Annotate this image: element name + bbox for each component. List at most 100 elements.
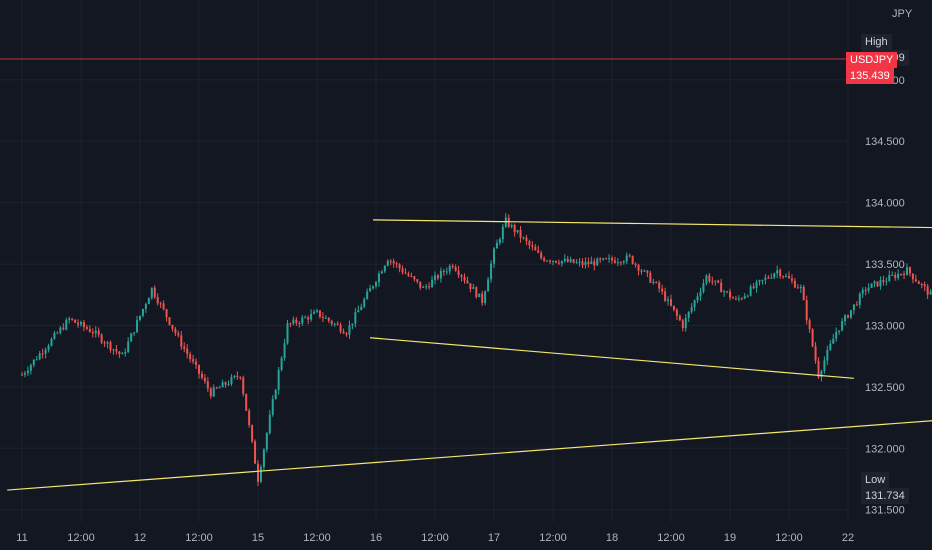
candle-body bbox=[428, 286, 431, 288]
candle-body bbox=[847, 315, 849, 318]
x-tick-label: 12:00 bbox=[539, 532, 567, 544]
time-axis[interactable]: 11 12:00 12 12:00 15 12:00 16 12:00 17 12:00 18 12:… bbox=[16, 532, 854, 544]
candle-body bbox=[434, 275, 436, 280]
candle-body bbox=[664, 291, 667, 301]
candle-body bbox=[525, 237, 528, 242]
candle-body bbox=[221, 382, 224, 388]
candle-body bbox=[563, 258, 566, 261]
candle-body bbox=[198, 364, 200, 374]
candle-body bbox=[475, 287, 478, 298]
candle-body bbox=[879, 280, 882, 287]
candle-body bbox=[366, 291, 369, 300]
candle-body bbox=[268, 414, 271, 434]
candle-body bbox=[897, 273, 900, 279]
candle-body bbox=[165, 309, 168, 318]
candle-body bbox=[581, 261, 584, 266]
plot-area bbox=[0, 0, 846, 522]
candle-body bbox=[442, 270, 445, 273]
trendline bbox=[7, 420, 932, 491]
candle-body bbox=[852, 304, 855, 311]
candle-body bbox=[513, 225, 516, 233]
candle-body bbox=[702, 283, 705, 292]
candle-body bbox=[785, 275, 788, 277]
candle-body bbox=[903, 273, 906, 276]
x-tick-label: 17 bbox=[488, 532, 500, 544]
y-tick-label: 133.500 bbox=[865, 259, 905, 271]
candle-body bbox=[295, 319, 298, 324]
candle-body bbox=[174, 328, 177, 334]
candle-body bbox=[383, 265, 386, 272]
candle-body bbox=[330, 320, 333, 324]
trendline bbox=[373, 219, 932, 229]
candle-body bbox=[38, 353, 41, 360]
candle-body bbox=[463, 276, 466, 281]
candle-body bbox=[118, 351, 121, 354]
candle-body bbox=[746, 295, 749, 297]
candle-body bbox=[554, 260, 557, 263]
candle-body bbox=[737, 298, 740, 300]
x-tick-label: 22 bbox=[842, 532, 854, 544]
candle-body bbox=[80, 322, 82, 325]
candle-body bbox=[705, 275, 708, 284]
candle-body bbox=[885, 281, 888, 283]
candle-body bbox=[625, 255, 628, 262]
candle-body bbox=[619, 262, 622, 264]
candle-body bbox=[670, 299, 672, 306]
candle-body bbox=[743, 296, 746, 299]
high-label: High bbox=[861, 34, 892, 50]
candle-body bbox=[177, 333, 180, 336]
candle-body bbox=[68, 318, 71, 320]
candle-body bbox=[192, 359, 195, 362]
candle-body bbox=[640, 270, 643, 272]
candle-body bbox=[375, 282, 377, 287]
candle-body bbox=[50, 338, 53, 346]
candle-body bbox=[106, 342, 109, 344]
candle-body bbox=[501, 226, 504, 240]
candle-body bbox=[121, 353, 124, 355]
candle-body bbox=[159, 303, 162, 305]
candle-body bbox=[91, 332, 94, 334]
candle-body bbox=[631, 255, 634, 264]
candle-body bbox=[183, 346, 186, 349]
candle-body bbox=[799, 286, 802, 289]
candle-body bbox=[53, 333, 56, 339]
candle-body bbox=[681, 320, 684, 329]
candle-body bbox=[888, 275, 891, 282]
candle-body bbox=[870, 283, 873, 288]
candle-body bbox=[805, 300, 808, 321]
candle-body bbox=[277, 369, 280, 390]
candle-body bbox=[546, 260, 549, 262]
candle-body bbox=[522, 237, 525, 239]
candle-body bbox=[289, 323, 292, 325]
candle-body bbox=[369, 288, 372, 292]
candle-body bbox=[891, 275, 894, 277]
candle-body bbox=[714, 280, 717, 282]
candle-body bbox=[333, 323, 336, 325]
candle-body bbox=[684, 317, 687, 329]
trendlines bbox=[7, 219, 932, 491]
candle-body bbox=[94, 330, 97, 334]
candle-body bbox=[239, 377, 242, 379]
candle-body bbox=[47, 345, 50, 350]
candle-body bbox=[348, 325, 351, 335]
candle-body bbox=[351, 323, 354, 326]
candle-body bbox=[699, 291, 702, 297]
currency-label: JPY bbox=[892, 8, 913, 20]
candle-body bbox=[796, 287, 799, 289]
candle-body bbox=[566, 258, 569, 262]
candle-body bbox=[416, 279, 419, 282]
candle-body bbox=[413, 276, 416, 280]
candle-body bbox=[283, 343, 286, 358]
candle-body bbox=[77, 322, 80, 325]
candle-body bbox=[200, 373, 203, 378]
candle-body bbox=[829, 343, 832, 350]
candle-body bbox=[667, 299, 670, 301]
candle-body bbox=[835, 331, 838, 339]
x-tick-label: 12:00 bbox=[775, 532, 803, 544]
price-axis[interactable]: 135.000134.500134.000133.500133.000132.5… bbox=[865, 75, 905, 517]
candle-body bbox=[112, 349, 115, 351]
candle-body bbox=[342, 331, 345, 334]
candle-body bbox=[478, 293, 481, 298]
candle-body bbox=[569, 259, 572, 262]
